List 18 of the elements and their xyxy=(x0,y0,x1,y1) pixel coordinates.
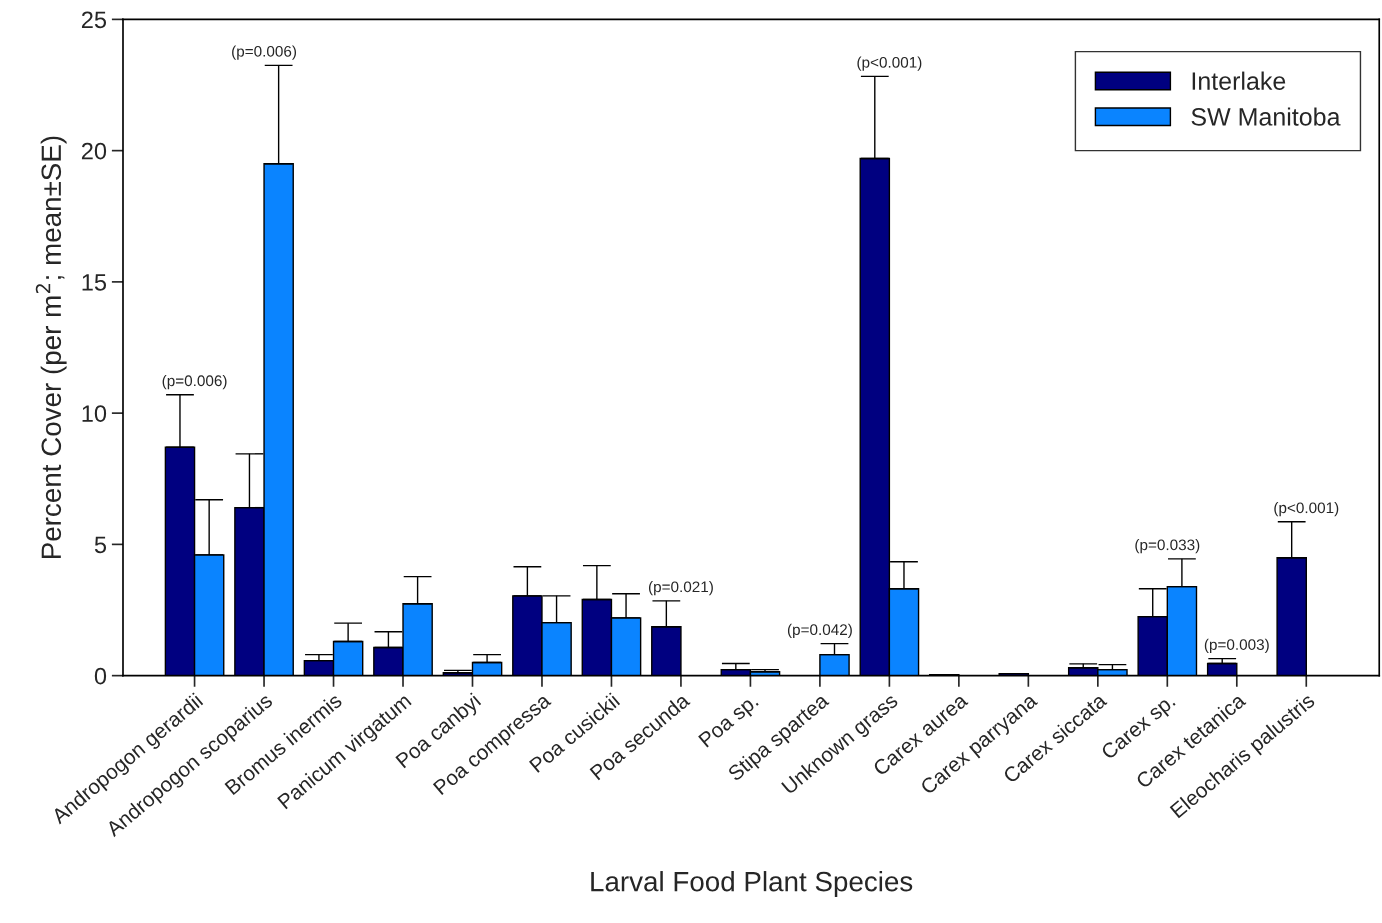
x-axis-title: Larval Food Plant Species xyxy=(591,871,913,897)
annotation: (p<0.001) xyxy=(1274,502,1339,517)
annotation: (p=0.006) xyxy=(232,45,297,60)
annotation: (p=0.033) xyxy=(1135,539,1200,554)
y-tick-label: 15 xyxy=(82,274,107,291)
annotation: (p<0.001) xyxy=(857,56,922,71)
legend-label: SW Manitoba xyxy=(1191,107,1341,126)
y-tick-label: 5 xyxy=(94,536,107,554)
y-tick-label: 10 xyxy=(82,405,107,422)
y-axis-title: Percent Cover (per m$^{2}$; mean±SE) xyxy=(35,136,67,559)
legend-label: Interlake xyxy=(1192,71,1286,90)
annotation: (p=0.003) xyxy=(1204,638,1269,654)
annotation: (p=0.006) xyxy=(162,374,227,390)
y-tick-label: 25 xyxy=(81,11,107,29)
y-tick-label: 0 xyxy=(94,667,107,685)
annotation: (p=0.042) xyxy=(787,623,852,639)
annotation: (p=0.021) xyxy=(648,581,713,596)
y-tick-label: 20 xyxy=(81,142,107,160)
